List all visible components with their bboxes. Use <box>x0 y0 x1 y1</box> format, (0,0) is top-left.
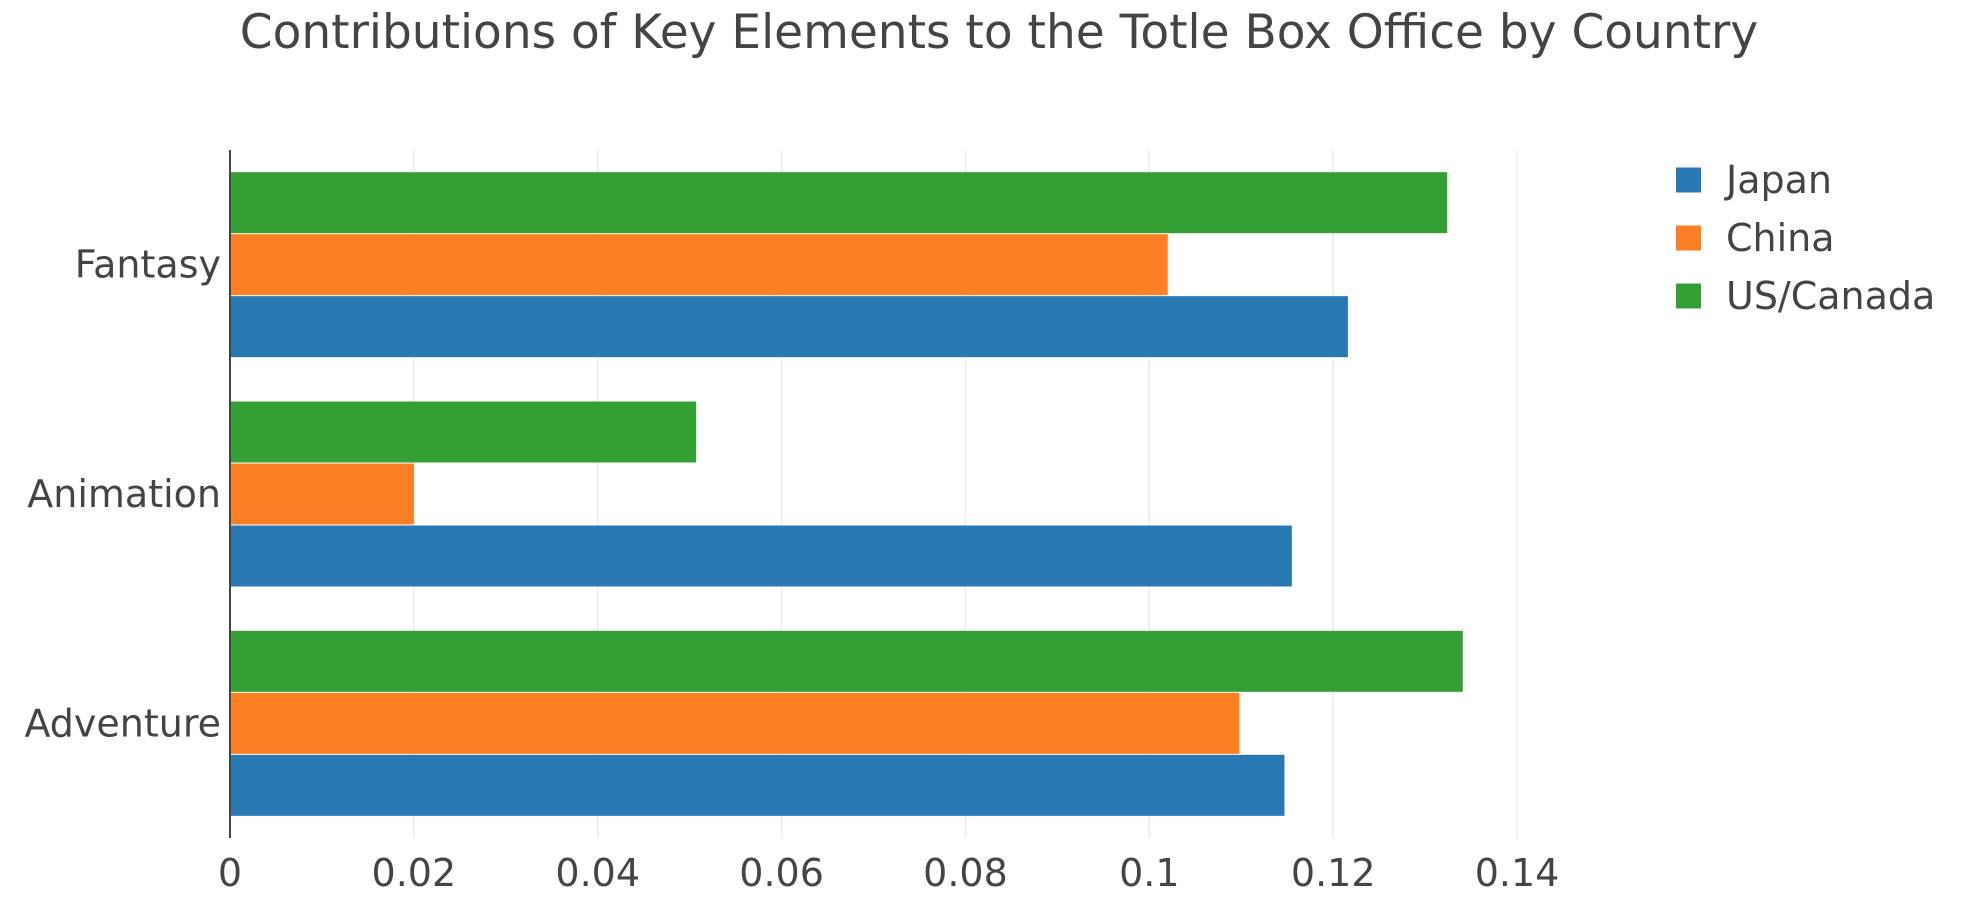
x-tick-label: 0.12 <box>1291 851 1376 895</box>
x-tick-label: 0.02 <box>372 851 457 895</box>
bar-china-adventure[interactable] <box>230 692 1240 754</box>
chart-title: Contributions of Key Elements to the Tot… <box>240 5 1758 60</box>
bar-japan-animation[interactable] <box>230 525 1292 587</box>
x-tick-label: 0.14 <box>1475 851 1560 895</box>
bar-japan-adventure[interactable] <box>230 754 1285 816</box>
bar-us-canada-adventure[interactable] <box>230 630 1463 692</box>
legend-swatch-japan[interactable] <box>1676 167 1701 193</box>
bar-us-canada-fantasy[interactable] <box>230 172 1448 234</box>
x-tick-label: 0.04 <box>555 851 640 895</box>
axes: 0 0.02 0.04 0.06 0.08 0.1 0.12 0.14 Adventure Ani… <box>24 150 1559 895</box>
bar-china-animation[interactable] <box>230 463 414 525</box>
y-tick-label-adventure: Adventure <box>24 701 221 745</box>
x-tick-label: 0.08 <box>923 851 1008 895</box>
bars <box>230 172 1463 816</box>
bar-china-fantasy[interactable] <box>230 234 1168 296</box>
y-tick-label-animation: Animation <box>27 472 221 516</box>
x-tick-label: 0 <box>218 851 242 895</box>
legend-swatch-china[interactable] <box>1676 225 1701 251</box>
y-tick-label-fantasy: Fantasy <box>75 243 221 287</box>
legend-label-us-canada[interactable]: US/Canada <box>1726 274 1935 318</box>
x-tick-label: 0.06 <box>739 851 824 895</box>
bar-us-canada-animation[interactable] <box>230 401 697 463</box>
bar-japan-fantasy[interactable] <box>230 296 1348 358</box>
x-tick-label: 0.1 <box>1119 851 1179 895</box>
legend: Japan China US/Canada <box>1676 158 1935 318</box>
legend-label-china[interactable]: China <box>1726 216 1835 260</box>
legend-label-japan[interactable]: Japan <box>1724 158 1832 202</box>
legend-swatch-us-canada[interactable] <box>1676 283 1701 309</box>
